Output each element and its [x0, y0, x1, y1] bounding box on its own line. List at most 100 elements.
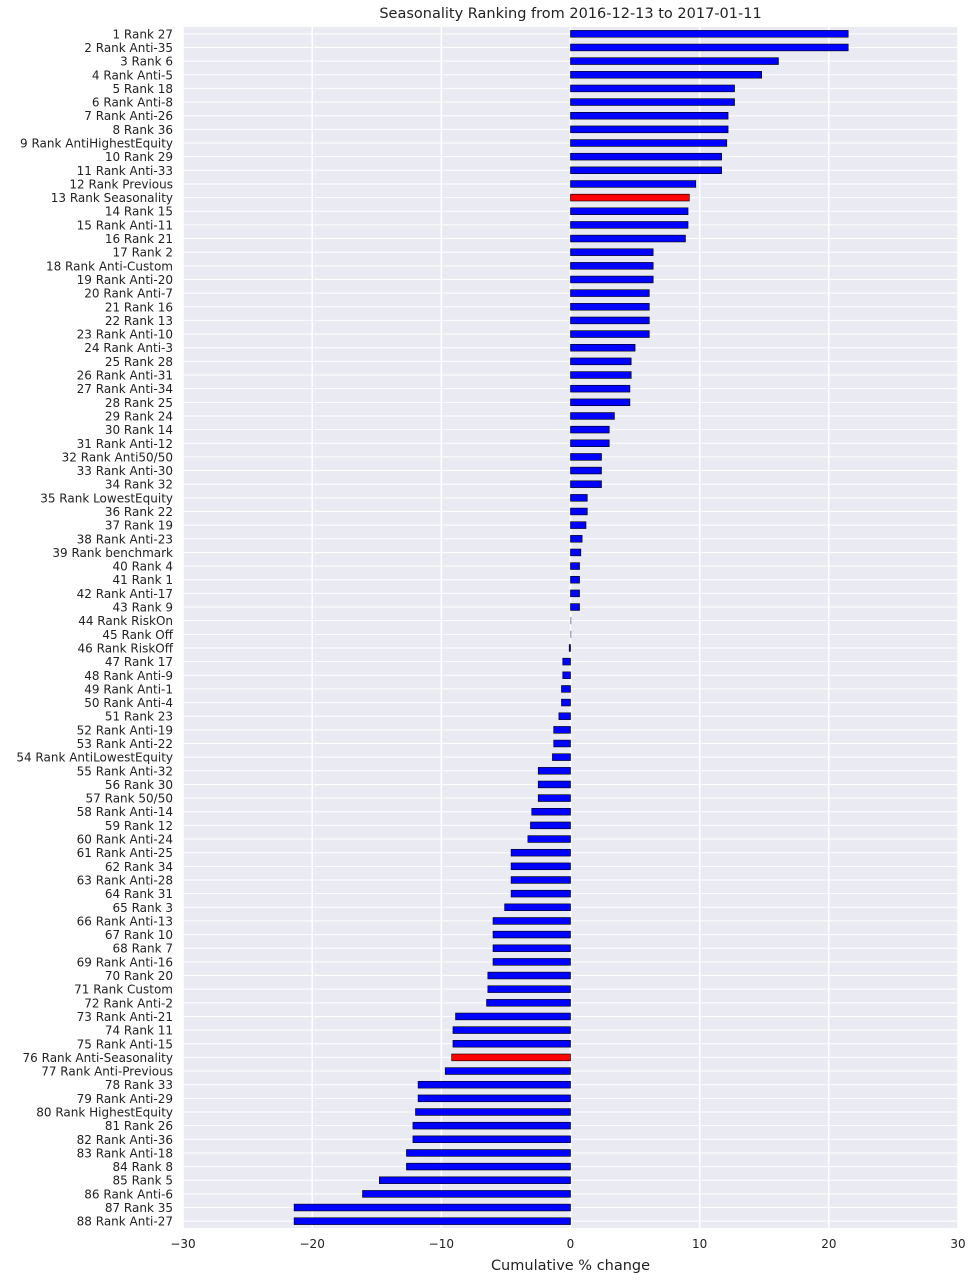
bar — [570, 262, 654, 270]
category-labels: 1 Rank 272 Rank Anti-353 Rank 64 Rank An… — [16, 27, 173, 1228]
bar — [455, 1012, 571, 1021]
category-label: 5 Rank 18 — [112, 82, 173, 96]
bar — [510, 876, 571, 884]
category-label: 30 Rank 14 — [105, 423, 173, 437]
category-label: 85 Rank 5 — [112, 1174, 173, 1188]
x-tick-label: 10 — [692, 1237, 707, 1251]
category-label: 45 Rank Off — [102, 628, 173, 642]
category-label: 53 Rank Anti-22 — [77, 737, 173, 751]
x-tick-label: −20 — [300, 1237, 325, 1251]
bar — [293, 1203, 571, 1212]
category-label: 88 Rank Anti-27 — [77, 1215, 173, 1229]
bar — [562, 671, 571, 679]
bar — [562, 657, 571, 666]
category-label: 2 Rank Anti-35 — [84, 41, 173, 55]
bar — [570, 316, 650, 325]
category-label: 50 Rank Anti-4 — [84, 696, 173, 710]
bar — [570, 180, 697, 188]
bar — [570, 535, 583, 543]
bar — [570, 466, 602, 475]
category-label: 37 Rank 19 — [105, 519, 173, 533]
category-label: 48 Rank Anti-9 — [84, 669, 173, 683]
bar — [570, 603, 580, 611]
bar — [537, 780, 571, 789]
category-label: 35 Rank LowestEquity — [40, 491, 173, 505]
bar — [561, 698, 571, 707]
bar-highlight — [451, 1053, 571, 1062]
category-label: 6 Rank Anti-8 — [92, 96, 173, 110]
x-tick-label: −30 — [170, 1237, 195, 1251]
bar — [537, 794, 571, 802]
bar — [487, 971, 571, 980]
category-label: 33 Rank Anti-30 — [77, 464, 173, 478]
bar — [558, 712, 571, 720]
bar — [492, 944, 571, 952]
bar — [504, 903, 571, 911]
bar — [570, 616, 572, 625]
bars — [293, 30, 849, 1225]
category-label: 21 Rank 16 — [105, 300, 173, 314]
bar — [570, 384, 631, 393]
bar — [552, 753, 571, 761]
bar — [570, 139, 728, 147]
category-label: 54 Rank AntiLowestEquity — [16, 751, 173, 765]
category-label: 86 Rank Anti-6 — [84, 1187, 173, 1201]
category-label: 56 Rank 30 — [105, 778, 173, 792]
bar — [293, 1217, 571, 1225]
category-label: 58 Rank Anti-14 — [77, 805, 173, 819]
category-label: 71 Rank Custom — [74, 983, 173, 997]
category-label: 41 Rank 1 — [112, 573, 173, 587]
bar — [570, 398, 631, 407]
category-label: 16 Rank 21 — [105, 232, 173, 246]
bar — [570, 152, 722, 161]
x-tick-labels: −30 −20 −10 0 10 20 30 — [170, 1237, 965, 1251]
category-label: 20 Rank Anti-7 — [84, 287, 173, 301]
category-label: 82 Rank Anti-36 — [77, 1133, 173, 1147]
category-label: 66 Rank Anti-13 — [77, 914, 173, 928]
category-label: 69 Rank Anti-16 — [77, 955, 173, 969]
bar — [570, 289, 650, 297]
category-label: 27 Rank Anti-34 — [77, 382, 173, 396]
bar — [570, 330, 650, 338]
bar — [527, 835, 571, 843]
bar — [492, 958, 571, 966]
bar — [568, 644, 571, 652]
bar — [417, 1080, 571, 1089]
bar — [452, 1040, 571, 1048]
category-label: 59 Rank 12 — [105, 819, 173, 833]
category-label: 78 Rank 33 — [105, 1078, 173, 1092]
category-label: 9 Rank AntiHighestEquity — [20, 137, 173, 151]
bar — [570, 111, 729, 120]
bar — [412, 1135, 571, 1144]
category-label: 55 Rank Anti-32 — [77, 764, 173, 778]
bar — [570, 521, 587, 529]
bar — [530, 821, 571, 830]
category-label: 24 Rank Anti-3 — [84, 341, 173, 355]
category-label: 40 Rank 4 — [112, 560, 173, 574]
bar — [379, 1176, 571, 1184]
bar — [570, 98, 735, 106]
category-label: 80 Rank HighestEquity — [36, 1105, 173, 1119]
category-label: 87 Rank 35 — [105, 1201, 173, 1215]
x-tick-label: −10 — [429, 1237, 454, 1251]
category-label: 84 Rank 8 — [112, 1160, 173, 1174]
category-label: 14 Rank 15 — [105, 205, 173, 219]
category-label: 68 Rank 7 — [112, 942, 173, 956]
bar — [570, 166, 722, 175]
bar — [570, 425, 610, 434]
category-label: 28 Rank 25 — [105, 396, 173, 410]
category-label: 81 Rank 26 — [105, 1119, 173, 1133]
category-label: 47 Rank 17 — [105, 655, 173, 669]
bar — [570, 630, 572, 639]
bar — [570, 275, 654, 284]
bar — [570, 412, 615, 420]
category-label: 72 Rank Anti-2 — [84, 996, 173, 1010]
bar — [570, 234, 686, 243]
category-label: 70 Rank 20 — [105, 969, 173, 983]
bar — [570, 357, 632, 366]
bar — [570, 71, 762, 79]
category-label: 8 Rank 36 — [112, 123, 173, 137]
bar — [415, 1108, 571, 1116]
chart-title: Seasonality Ranking from 2016-12-13 to 2… — [379, 6, 762, 22]
bar — [570, 303, 650, 311]
